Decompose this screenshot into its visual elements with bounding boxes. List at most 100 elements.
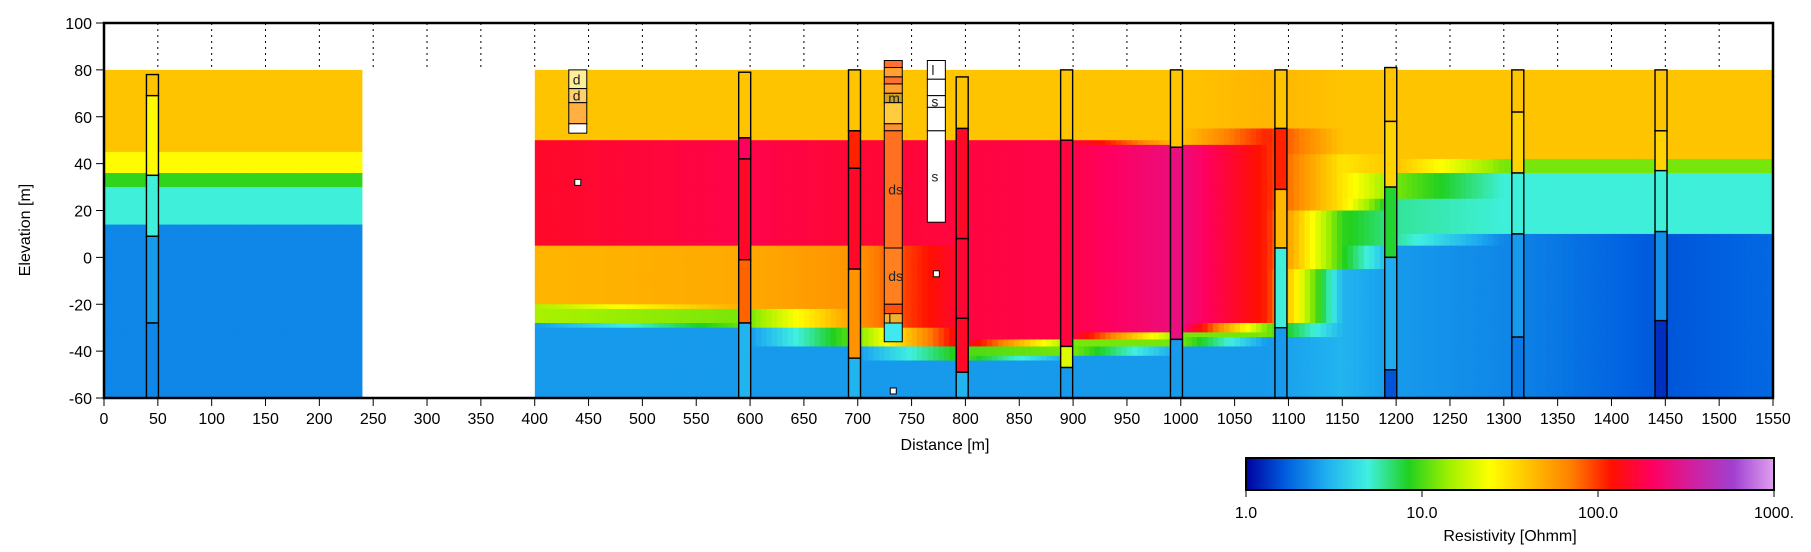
section-cell bbox=[173, 369, 180, 373]
section-cell bbox=[114, 100, 121, 104]
section-cell bbox=[190, 109, 197, 113]
section-cell bbox=[114, 374, 121, 378]
section-cell bbox=[173, 187, 180, 190]
section-cell bbox=[136, 330, 143, 333]
section-cell bbox=[179, 313, 186, 317]
section-cell bbox=[141, 142, 148, 146]
section-cell bbox=[173, 388, 180, 392]
section-cell bbox=[114, 285, 121, 289]
section-cell bbox=[136, 393, 143, 397]
section-cell bbox=[179, 184, 186, 188]
section-cell bbox=[114, 208, 121, 212]
section-cell bbox=[136, 280, 143, 284]
section-cell bbox=[136, 318, 143, 322]
section-cell bbox=[136, 98, 143, 101]
section-cell bbox=[104, 83, 110, 87]
section-cell bbox=[109, 360, 116, 364]
section-cell bbox=[120, 121, 127, 125]
section-cell bbox=[136, 290, 143, 294]
section-cell bbox=[136, 374, 143, 378]
section-cell bbox=[157, 393, 164, 397]
section-cell bbox=[157, 386, 164, 390]
section-cell bbox=[157, 175, 164, 179]
section-cell bbox=[125, 201, 132, 205]
section-cell bbox=[141, 158, 148, 162]
section-cell bbox=[136, 266, 143, 270]
section-cell bbox=[109, 88, 116, 92]
section-cell bbox=[136, 201, 143, 205]
section-cell bbox=[136, 344, 143, 348]
section-cell bbox=[141, 123, 148, 127]
section-cell bbox=[173, 161, 180, 165]
section-cell bbox=[104, 297, 110, 301]
section-cell bbox=[125, 304, 132, 308]
section-cell bbox=[141, 222, 148, 226]
section-cell bbox=[163, 376, 170, 380]
section-cell bbox=[168, 264, 175, 268]
section-cell bbox=[130, 137, 137, 141]
section-cell bbox=[136, 367, 143, 371]
section-cell bbox=[114, 351, 121, 355]
section-cell bbox=[120, 198, 127, 202]
section-cell bbox=[157, 126, 164, 130]
section-cell bbox=[190, 229, 197, 233]
section-cell bbox=[157, 226, 164, 230]
section-cell bbox=[168, 191, 175, 195]
section-cell bbox=[109, 248, 116, 251]
section-cell bbox=[104, 191, 110, 195]
section-cell bbox=[168, 292, 175, 296]
section-cell bbox=[190, 365, 197, 369]
section-cell bbox=[163, 121, 170, 125]
section-cell bbox=[184, 100, 191, 104]
section-cell bbox=[195, 86, 202, 90]
section-cell bbox=[184, 294, 191, 298]
section-cell bbox=[141, 287, 148, 291]
section-cell bbox=[157, 198, 164, 202]
section-cell bbox=[168, 393, 175, 397]
section-cell bbox=[179, 332, 186, 336]
section-cell bbox=[114, 163, 121, 167]
section-cell bbox=[179, 346, 186, 350]
section-cell bbox=[104, 252, 110, 256]
section-cell bbox=[109, 112, 116, 115]
section-cell bbox=[141, 243, 148, 247]
section-cell bbox=[136, 334, 143, 338]
section-cell bbox=[130, 180, 137, 183]
section-cell bbox=[136, 353, 143, 357]
section-cell bbox=[184, 95, 191, 99]
section-cell bbox=[141, 72, 148, 76]
section-cell bbox=[125, 351, 132, 355]
section-cell bbox=[179, 126, 186, 130]
section-cell bbox=[130, 341, 137, 345]
section-cell bbox=[190, 177, 197, 181]
section-cell bbox=[179, 304, 186, 308]
section-cell bbox=[179, 170, 186, 174]
section-cell bbox=[173, 381, 180, 385]
section-cell bbox=[184, 273, 191, 277]
section-cell bbox=[136, 379, 143, 383]
section-cell bbox=[179, 292, 186, 296]
section-cell bbox=[104, 386, 110, 390]
section-cell bbox=[141, 229, 148, 233]
section-cell bbox=[184, 337, 191, 340]
section-cell bbox=[114, 283, 121, 287]
section-cell bbox=[190, 278, 197, 282]
section-cell bbox=[163, 217, 170, 221]
section-cell bbox=[195, 177, 202, 181]
section-cell bbox=[120, 381, 127, 385]
section-cell bbox=[120, 372, 127, 376]
section-cell bbox=[173, 133, 180, 137]
section-cell bbox=[141, 315, 148, 319]
section-cell bbox=[163, 165, 170, 169]
section-cell bbox=[130, 271, 137, 275]
section-cell bbox=[173, 203, 180, 207]
section-cell bbox=[109, 121, 116, 125]
section-cell bbox=[163, 365, 170, 369]
section-cell bbox=[130, 231, 137, 235]
section-cell bbox=[125, 98, 132, 101]
section-cell bbox=[104, 212, 110, 216]
section-cell bbox=[109, 105, 116, 108]
section-cell bbox=[168, 217, 175, 221]
section-cell bbox=[130, 259, 137, 263]
section-cell bbox=[104, 240, 110, 244]
